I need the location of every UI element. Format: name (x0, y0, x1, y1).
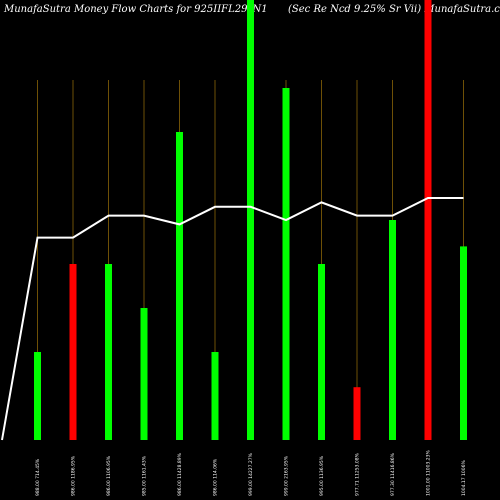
bar (247, 0, 254, 440)
x-tick-label: 985.00 1161.43% (142, 455, 148, 496)
bar (424, 0, 432, 440)
money-flow-line (1, 197, 464, 441)
x-tick-label: 995.00 1136.95% (319, 455, 325, 496)
x-tick-label: 1004.17 1006% (461, 460, 467, 496)
bar (282, 88, 290, 440)
bar (69, 264, 77, 440)
x-tick-label: 999.00 14227.27% (248, 452, 254, 496)
x-tick-label: 986.00 114.06% (213, 458, 219, 496)
bar (318, 264, 325, 440)
x-tick-label: 1001.00 11003.23% (426, 449, 432, 496)
x-tick-label: 988.00 714.45% (35, 458, 41, 496)
x-tick-label: 986.00 1186.95% (71, 455, 77, 496)
chart-title-left: MunafaSutra Money Flow Charts for 925IIF… (3, 4, 268, 15)
chart-title-right: (Sec Re Ncd 9.25% Sr Vii) MunafaSutra.co… (288, 4, 500, 15)
bar (176, 132, 183, 440)
x-tick-label: 986.00 11428.89% (177, 452, 183, 496)
x-tick-label: 999.00 2163.95% (284, 455, 290, 496)
x-tick-labels: 988.00 714.45% 986.00 1186.95% 986.00 1106… (35, 449, 467, 496)
bar (353, 387, 361, 440)
bar (211, 352, 219, 440)
x-tick-label: 977.30 11416.86% (390, 452, 396, 496)
x-tick-label: 986.00 1106.95% (106, 455, 112, 496)
bar (34, 352, 41, 440)
x-tick-label: 977.71 11253.08% (355, 452, 361, 496)
bars (34, 0, 467, 440)
money-flow-line-group (1, 197, 464, 441)
bar (460, 246, 467, 440)
bar (140, 308, 148, 440)
bar (389, 220, 396, 440)
bar (105, 264, 112, 440)
